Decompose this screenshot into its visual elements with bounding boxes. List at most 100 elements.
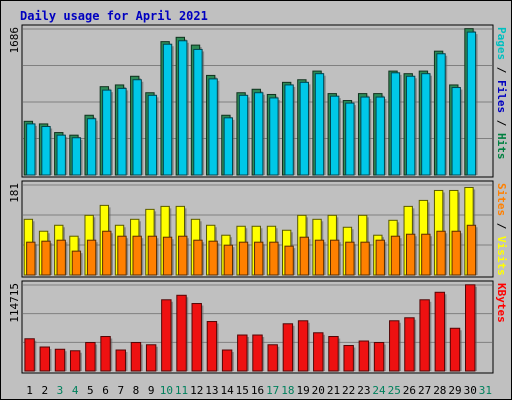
x-tick-day-27: 27	[418, 384, 431, 397]
legend-entry: /	[495, 60, 508, 80]
bar-files-day-3	[56, 134, 66, 176]
bar-files-day-25	[390, 72, 401, 176]
bar-sites-day-6	[102, 230, 112, 276]
x-tick-day-12: 12	[190, 384, 203, 397]
bar-kbytes-day-11	[176, 294, 187, 372]
bar-files-day-2	[41, 126, 51, 176]
bar-kbytes-day-28	[434, 291, 446, 372]
legend-entry: /	[495, 216, 508, 236]
x-tick-day-11: 11	[175, 384, 188, 397]
legend-entry: Hits	[495, 133, 508, 160]
bar-sites-day-23	[360, 241, 370, 276]
legend-entry: Pages	[495, 27, 508, 60]
bar-sites-day-26	[405, 233, 416, 276]
bar-files-day-8	[132, 79, 142, 176]
y-max-label: 114715	[8, 283, 21, 323]
x-tick-day-4: 4	[72, 384, 79, 397]
y-max-label: 181	[8, 183, 21, 203]
bar-sites-day-18	[284, 245, 294, 276]
bar-files-day-1	[26, 123, 36, 176]
x-tick-day-5: 5	[87, 384, 94, 397]
bar-kbytes-day-21	[328, 336, 339, 372]
bar-kbytes-day-18	[282, 323, 294, 372]
bar-kbytes-day-5	[85, 342, 96, 372]
x-tick-day-22: 22	[342, 384, 355, 397]
bar-kbytes-day-2	[39, 346, 51, 372]
x-tick-day-1: 1	[26, 384, 33, 397]
bar-sites-day-13	[208, 240, 218, 276]
bar-sites-day-15	[238, 241, 249, 276]
bar-files-day-9	[147, 94, 158, 176]
x-tick-day-16: 16	[251, 384, 264, 397]
bar-files-day-7	[117, 87, 127, 176]
bar-sites-day-5	[86, 239, 97, 276]
bar-sites-day-20	[314, 239, 325, 276]
x-tick-day-19: 19	[296, 384, 309, 397]
bar-files-day-14	[223, 117, 234, 176]
bar-kbytes-day-27	[419, 299, 430, 372]
legend-entry: /	[495, 113, 508, 133]
x-tick-day-29: 29	[448, 384, 461, 397]
bar-kbytes-day-8	[130, 342, 142, 372]
bar-kbytes-day-23	[358, 340, 370, 372]
bar-kbytes-day-19	[297, 320, 309, 372]
legend: KBytes	[495, 283, 508, 323]
bar-kbytes-day-30	[464, 284, 476, 372]
x-axis-labels: 1 2 3 4 5 6 7 8 9 10 11 12 13 14 15 16 17 18 19 20 21 22 23 24 2…	[26, 384, 492, 397]
bar-sites-day-21	[330, 239, 340, 276]
bar-sites-day-8	[132, 235, 142, 276]
x-tick-day-25: 25	[388, 384, 401, 397]
bar-files-day-17	[269, 97, 279, 176]
x-tick-day-18: 18	[281, 384, 294, 397]
bar-files-day-22	[345, 102, 355, 176]
bar-sites-day-19	[299, 236, 309, 276]
bar-sites-day-4	[71, 250, 82, 276]
x-tick-day-2: 2	[41, 384, 48, 397]
bar-sites-day-29	[451, 230, 461, 276]
x-tick-day-21: 21	[327, 384, 340, 397]
bar-files-day-21	[330, 95, 340, 176]
bar-kbytes-day-26	[404, 317, 415, 372]
bar-files-day-28	[436, 53, 446, 176]
x-tick-day-17: 17	[266, 384, 279, 397]
bar-files-day-27	[421, 73, 431, 176]
bar-kbytes-day-24	[373, 342, 385, 372]
bar-kbytes-day-6	[100, 336, 111, 372]
bar-files-day-24	[375, 96, 385, 176]
bar-files-day-6	[102, 89, 112, 176]
panel-kbytes: 114715 KBytes	[8, 280, 508, 374]
x-tick-day-10: 10	[160, 384, 173, 397]
bar-kbytes-day-13	[206, 321, 218, 372]
bar-files-day-12	[193, 48, 203, 176]
chart-title: Daily usage for April 2021	[20, 9, 208, 23]
bar-files-day-10	[162, 43, 173, 176]
legend-entry: Files	[495, 80, 508, 113]
x-tick-day-30: 30	[464, 384, 477, 397]
bar-kbytes-day-10	[161, 299, 172, 372]
bar-files-day-19	[299, 81, 309, 176]
x-tick-day-28: 28	[433, 384, 446, 397]
bar-sites-day-1	[26, 241, 36, 276]
bar-files-day-15	[238, 94, 249, 176]
bar-files-day-13	[208, 78, 218, 176]
chart-panels: 1686 Pages / Files / Hits 181 Sites / Visit…	[8, 24, 508, 374]
bar-files-day-26	[405, 75, 416, 176]
x-tick-day-14: 14	[220, 384, 234, 397]
x-tick-day-23: 23	[357, 384, 370, 397]
bar-sites-day-7	[117, 235, 127, 276]
bar-files-day-4	[71, 137, 82, 176]
legend-entry: KBytes	[495, 283, 508, 323]
bar-files-day-5	[86, 118, 97, 176]
bar-kbytes-day-1	[24, 338, 35, 372]
bar-sites-day-30	[466, 224, 477, 276]
bar-sites-day-17	[269, 241, 279, 276]
bar-sites-day-2	[41, 240, 51, 276]
bar-kbytes-day-3	[54, 348, 66, 372]
legend: Pages / Files / Hits	[495, 27, 508, 160]
legend: Sites / Visits	[495, 183, 508, 276]
x-tick-day-7: 7	[117, 384, 124, 397]
bar-files-day-11	[178, 40, 188, 176]
x-tick-day-13: 13	[205, 384, 218, 397]
